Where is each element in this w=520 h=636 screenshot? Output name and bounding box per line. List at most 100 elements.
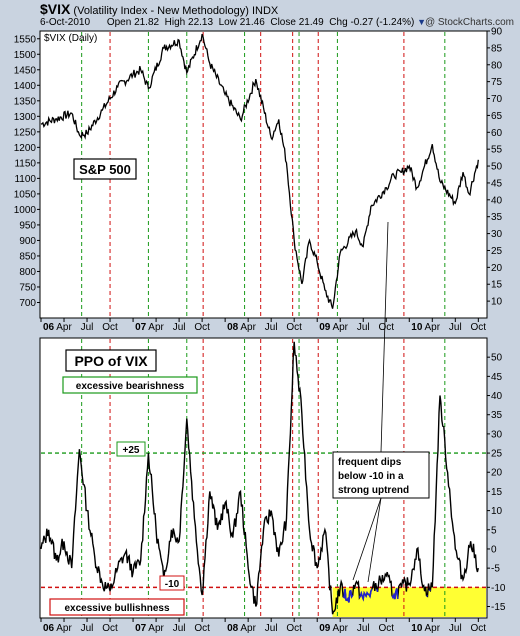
callout-pointer-b (367, 497, 382, 583)
callout-line-1: below -10 in a (338, 471, 404, 482)
price-x-tick-label-15: Oct (378, 322, 394, 333)
upper-threshold-label: +25 (123, 445, 140, 456)
ppo-x-tick-label-5: Apr (148, 623, 164, 634)
dropdown-triangle-icon[interactable]: ▼ (417, 17, 427, 27)
symbol: $VIX (40, 1, 71, 17)
bullish-highlight-region (332, 587, 486, 617)
ppo-axis-tick-label-7: 20 (491, 468, 503, 479)
lower-label-box (159, 575, 185, 591)
symbol-name: (Volatility Index - New Methodology) (73, 5, 249, 17)
ppo-x-tick-label-0: 06 (43, 623, 55, 634)
ppo-x-tick-label-4: 07 (135, 623, 147, 634)
right-axis-tick-label-5: 35 (491, 212, 503, 223)
ppo-x-tick-label-12: 09 (319, 623, 331, 634)
left-axis-tick-label-4: 900 (19, 236, 36, 247)
right-axis-tick-label-12: 70 (491, 94, 503, 105)
ppo-x-tick-label-11: Oct (286, 623, 302, 634)
sp500-annotation: S&P 500 (79, 162, 131, 177)
price-x-tick-label-5: Apr (148, 322, 164, 333)
price-x-tick-label-18: Jul (449, 322, 462, 333)
price-x-tick-label-3: Oct (102, 322, 118, 333)
ppo-title-box (65, 349, 157, 372)
right-axis-tick-label-7: 45 (491, 178, 503, 189)
ppo-axis-tick-label-12: 45 (491, 372, 503, 383)
price-x-tick-label-16: 10 (411, 322, 423, 333)
callout-pointer-top (380, 221, 389, 453)
right-axis-tick-label-2: 20 (491, 263, 503, 274)
price-panel-label: $VIX (Daily) (44, 33, 97, 44)
watermark: @ StockCharts.com (424, 17, 514, 28)
ppo-axis-tick-label-4: 5 (491, 525, 497, 536)
ppo-dip-segment-9 (426, 594, 428, 597)
bearishness-box (62, 376, 198, 394)
ppo-x-tick-label-18: Jul (449, 623, 462, 634)
callout-line-0: frequent dips (338, 457, 402, 468)
price-x-tick-label-0: 06 (43, 322, 55, 333)
upper-label-box (116, 441, 146, 457)
chart-header-line2: 6-Oct-2010 Open 21.82 High 22.13 Low 21.… (40, 17, 426, 28)
ppo-dip-segment-6 (391, 588, 399, 600)
right-axis-tick-label-6: 40 (491, 195, 503, 206)
callout-pointer-a (352, 497, 382, 581)
ppo-x-tick-label-16: 10 (411, 623, 423, 634)
right-axis-tick-label-8: 50 (491, 162, 503, 173)
left-axis-tick-label-7: 1050 (14, 189, 37, 200)
right-axis-tick-label-15: 85 (491, 43, 503, 54)
price-x-tick-label-17: Apr (425, 322, 441, 333)
ppo-axis-tick-label-9: 30 (491, 429, 503, 440)
ppo-x-tick-label-13: Apr (332, 623, 348, 634)
low-label: Low (218, 17, 237, 28)
left-axis-tick-label-11: 1250 (14, 127, 37, 138)
price-x-tick-label-8: 08 (227, 322, 239, 333)
left-axis-tick-label-10: 1200 (14, 143, 37, 154)
ppo-axis-tick-label-1: -10 (491, 583, 506, 594)
close-label: Close (270, 17, 296, 28)
quote-date: 6-Oct-2010 (40, 17, 91, 28)
right-axis-tick-label-4: 30 (491, 229, 503, 240)
chg-value: -0.27 (-1.24%) (350, 17, 415, 28)
right-axis-tick-label-13: 75 (491, 77, 503, 88)
ppo-axis-tick-label-0: -15 (491, 602, 506, 613)
lower-threshold-label: -10 (165, 579, 180, 590)
price-x-tick-label-2: Jul (81, 322, 94, 333)
chg-label: Chg (329, 17, 348, 28)
ppo-x-tick-label-15: Oct (378, 623, 394, 634)
left-axis-tick-label-0: 700 (19, 298, 36, 309)
left-axis-tick-label-12: 1300 (14, 112, 37, 123)
right-axis-tick-label-9: 55 (491, 145, 503, 156)
ppo-x-tick-label-1: Apr (56, 623, 72, 634)
ppo-axis-tick-label-8: 25 (491, 449, 503, 460)
price-x-tick-label-14: Jul (357, 322, 370, 333)
right-axis-tick-label-14: 80 (491, 60, 503, 71)
bullishness-box (49, 598, 185, 616)
ppo-axis-tick-label-13: 50 (491, 353, 503, 364)
chart-header-line1: $VIX (Volatility Index - New Methodology… (40, 1, 278, 17)
bearishness-label: excessive bearishness (76, 381, 185, 392)
ppo-axis-tick-label-6: 15 (491, 487, 503, 498)
price-x-tick-label-1: Apr (56, 322, 72, 333)
callout-line-2: strong uptrend (338, 485, 409, 496)
left-axis-tick-label-14: 1400 (14, 81, 37, 92)
ppo-axis-tick-label-10: 35 (491, 410, 503, 421)
price-x-tick-label-13: Apr (332, 322, 348, 333)
ppo-line (40, 341, 479, 615)
ppo-x-tick-label-10: Jul (265, 623, 278, 634)
left-axis-tick-label-9: 1150 (14, 158, 36, 169)
ppo-dip-segment-5 (375, 588, 379, 593)
left-axis-tick-label-2: 800 (19, 267, 36, 278)
left-axis-tick-label-13: 1350 (14, 96, 37, 107)
sp500-line (40, 33, 479, 309)
left-axis-tick-label-17: 1550 (14, 34, 37, 45)
ppo-axis-tick-label-11: 40 (491, 391, 503, 402)
ppo-axis-tick-label-5: 10 (491, 506, 503, 517)
ppo-x-tick-label-19: Oct (471, 623, 487, 634)
left-axis-tick-label-1: 750 (19, 282, 36, 293)
price-x-tick-label-9: Apr (240, 322, 256, 333)
ppo-x-tick-label-14: Jul (357, 623, 370, 634)
price-x-tick-label-11: Oct (286, 322, 302, 333)
price-x-tick-label-4: 07 (135, 322, 147, 333)
price-x-tick-label-6: Jul (173, 322, 186, 333)
right-axis-tick-label-1: 15 (491, 280, 503, 291)
